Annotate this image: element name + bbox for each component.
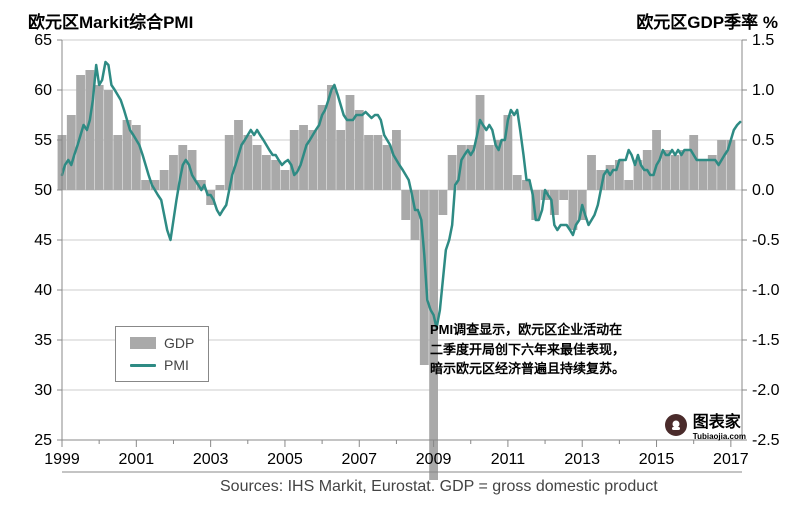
svg-text:-1.5: -1.5 bbox=[752, 332, 780, 349]
legend-bar-swatch bbox=[130, 337, 156, 349]
svg-text:40: 40 bbox=[34, 282, 52, 299]
svg-text:1.0: 1.0 bbox=[752, 82, 774, 99]
logo-text-wrap: 图表家 Tubiaojia.com bbox=[693, 408, 746, 441]
svg-text:1.5: 1.5 bbox=[752, 32, 774, 49]
svg-text:60: 60 bbox=[34, 82, 52, 99]
logo-icon bbox=[665, 414, 687, 436]
source-text: Sources: IHS Markit, Eurostat. GDP = gro… bbox=[220, 478, 658, 496]
svg-text:1999: 1999 bbox=[44, 451, 80, 468]
svg-text:55: 55 bbox=[34, 132, 52, 149]
svg-text:-2.0: -2.0 bbox=[752, 382, 780, 399]
svg-text:2015: 2015 bbox=[639, 451, 675, 468]
svg-text:2011: 2011 bbox=[491, 451, 526, 468]
svg-text:2001: 2001 bbox=[119, 451, 155, 468]
svg-text:25: 25 bbox=[34, 432, 52, 449]
svg-text:2003: 2003 bbox=[193, 451, 229, 468]
svg-text:0.5: 0.5 bbox=[752, 132, 774, 149]
legend: GDP PMI bbox=[115, 326, 209, 382]
legend-item-gdp: GDP bbox=[130, 335, 194, 351]
logo-text: 图表家 bbox=[693, 408, 746, 432]
legend-gdp-label: GDP bbox=[164, 335, 194, 351]
legend-line-swatch bbox=[130, 364, 156, 367]
svg-text:2007: 2007 bbox=[341, 451, 377, 468]
svg-text:45: 45 bbox=[34, 232, 52, 249]
svg-text:-1.0: -1.0 bbox=[752, 282, 780, 299]
logo-subtext: Tubiaojia.com bbox=[693, 432, 746, 441]
svg-text:2017: 2017 bbox=[713, 451, 749, 468]
svg-text:-0.5: -0.5 bbox=[752, 232, 780, 249]
svg-text:65: 65 bbox=[34, 32, 52, 49]
svg-text:0.0: 0.0 bbox=[752, 182, 774, 199]
logo: 图表家 Tubiaojia.com bbox=[665, 408, 746, 441]
svg-text:35: 35 bbox=[34, 332, 52, 349]
svg-text:50: 50 bbox=[34, 182, 52, 199]
legend-pmi-label: PMI bbox=[164, 357, 189, 373]
svg-text:30: 30 bbox=[34, 382, 52, 399]
svg-text:-2.5: -2.5 bbox=[752, 432, 780, 449]
legend-item-pmi: PMI bbox=[130, 357, 194, 373]
annotation-text: PMI调查显示，欧元区企业活动在 二季度开局创下六年来最佳表现， 暗示欧元区经济… bbox=[430, 320, 625, 379]
svg-text:2013: 2013 bbox=[564, 451, 600, 468]
svg-text:2009: 2009 bbox=[416, 451, 452, 468]
svg-text:2005: 2005 bbox=[267, 451, 303, 468]
